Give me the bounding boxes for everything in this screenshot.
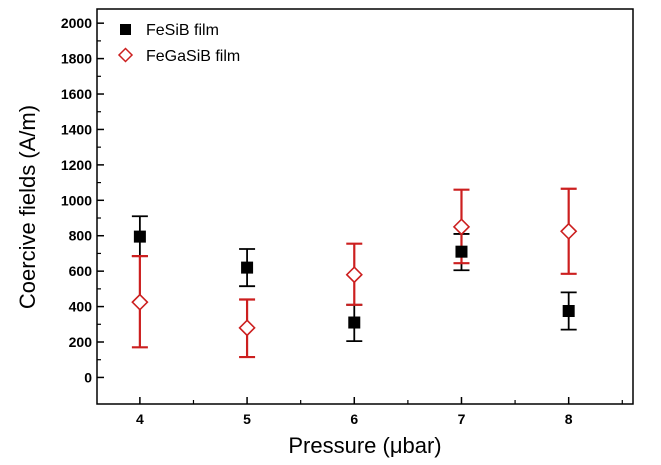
legend: FeSiB film FeGaSiB film xyxy=(117,22,240,65)
legend-label-fesib: FeSiB film xyxy=(146,22,219,39)
data-point xyxy=(131,293,149,311)
y-tick-label: 400 xyxy=(69,299,93,315)
x-tick-label: 4 xyxy=(136,411,144,427)
axis-ticks xyxy=(97,22,623,404)
x-tick-label: 8 xyxy=(565,411,573,427)
y-tick-label: 600 xyxy=(69,263,93,279)
data-point xyxy=(560,222,578,240)
data-point xyxy=(452,218,471,236)
data-point xyxy=(241,261,254,274)
y-tick-label: 1800 xyxy=(61,51,92,67)
x-tick-label: 7 xyxy=(458,411,466,427)
x-axis-title: Pressure (μbar) xyxy=(288,433,441,458)
x-tick-label: 5 xyxy=(243,411,251,427)
y-axis-title: Coercive fields (A/m) xyxy=(15,105,40,309)
markers-fegasib xyxy=(131,218,578,337)
axis-tick-labels: 0 200 400 600 800 1000 1200 1400 1600 1800 2000 4 5 6… xyxy=(61,15,573,427)
data-point xyxy=(345,266,363,284)
data-point xyxy=(348,316,361,329)
y-tick-label: 1600 xyxy=(61,86,92,102)
legend-marker-fesib xyxy=(120,24,131,35)
data-point xyxy=(238,319,256,337)
data-point xyxy=(133,230,146,243)
data-series xyxy=(131,187,578,359)
y-tick-label: 0 xyxy=(84,369,92,385)
plot-frame xyxy=(96,8,634,405)
y-tick-label: 1400 xyxy=(61,121,92,137)
data-point xyxy=(562,305,575,318)
data-point xyxy=(455,245,468,258)
legend-label-fegasib: FeGaSiB film xyxy=(146,48,240,65)
markers-fesib xyxy=(133,230,575,329)
y-tick-label: 2000 xyxy=(61,15,92,31)
legend-marker-fegasib xyxy=(117,47,134,63)
y-tick-label: 1000 xyxy=(61,192,92,208)
y-tick-label: 1200 xyxy=(61,157,92,173)
x-tick-label: 6 xyxy=(350,411,358,427)
y-tick-label: 200 xyxy=(69,334,93,350)
y-tick-label: 800 xyxy=(69,228,93,244)
